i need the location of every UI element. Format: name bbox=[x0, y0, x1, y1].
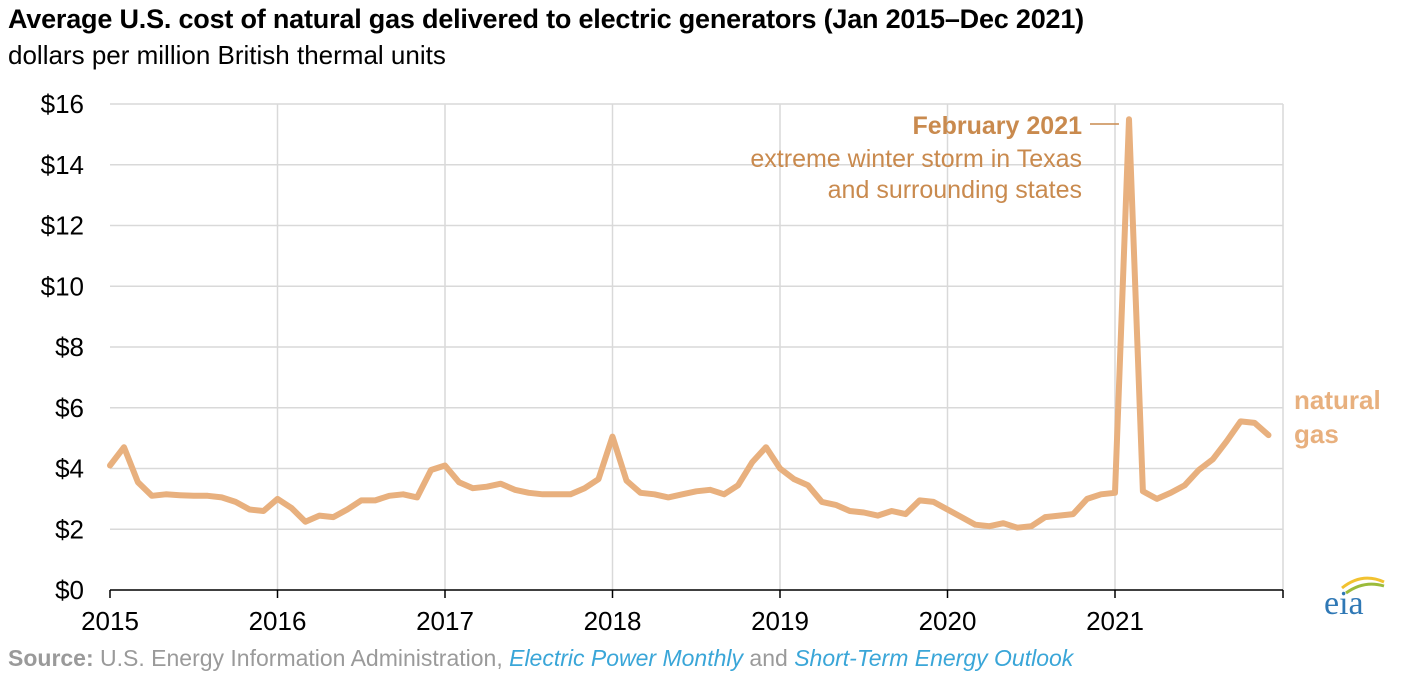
series-line-natural-gas bbox=[107, 116, 1272, 531]
x-tick-label: 2018 bbox=[584, 606, 642, 636]
y-tick-label: $14 bbox=[41, 150, 84, 180]
source-note: Source: U.S. Energy Information Administ… bbox=[8, 645, 1073, 672]
y-tick-label: $2 bbox=[55, 514, 84, 544]
x-tick-label: 2016 bbox=[249, 606, 307, 636]
source-text: U.S. Energy Information Administration, bbox=[93, 645, 510, 671]
x-tick-label: 2019 bbox=[751, 606, 809, 636]
y-tick-label: $16 bbox=[41, 89, 84, 119]
x-tick-label: 2021 bbox=[1086, 606, 1144, 636]
logo-arc-green-icon bbox=[1345, 582, 1385, 595]
y-tick-label: $6 bbox=[55, 393, 84, 423]
x-tick-label: 2015 bbox=[81, 606, 139, 636]
y-tick-label: $4 bbox=[55, 454, 84, 484]
source-label: Source: bbox=[8, 645, 94, 671]
y-tick-label: $0 bbox=[55, 575, 84, 605]
annotation-text: and surrounding states bbox=[828, 176, 1082, 204]
y-tick-label: $12 bbox=[41, 211, 84, 241]
y-tick-label: $8 bbox=[55, 332, 84, 362]
chart-subtitle: dollars per million British thermal unit… bbox=[8, 40, 446, 70]
chart-title: Average U.S. cost of natural gas deliver… bbox=[8, 4, 1084, 34]
source-link-short-term-energy-outlook[interactable]: Short-Term Energy Outlook bbox=[794, 645, 1074, 671]
annotation-heading: February 2021 bbox=[912, 112, 1082, 140]
logo-arc-yellow-icon bbox=[1341, 576, 1385, 590]
eia-logo: eia bbox=[1324, 576, 1385, 620]
source-link-electric-power-monthly[interactable]: Electric Power Monthly bbox=[509, 645, 744, 671]
y-tick-label: $10 bbox=[41, 271, 84, 301]
x-tick-label: 2017 bbox=[416, 606, 474, 636]
source-and-text: and bbox=[743, 645, 795, 671]
x-tick-label: 2020 bbox=[919, 606, 977, 636]
annotation-text: extreme winter storm in Texas bbox=[750, 145, 1082, 173]
logo-text: eia bbox=[1324, 585, 1364, 620]
series-label-natural-gas: natural bbox=[1294, 385, 1381, 415]
series-label-natural-gas: gas bbox=[1294, 419, 1339, 449]
